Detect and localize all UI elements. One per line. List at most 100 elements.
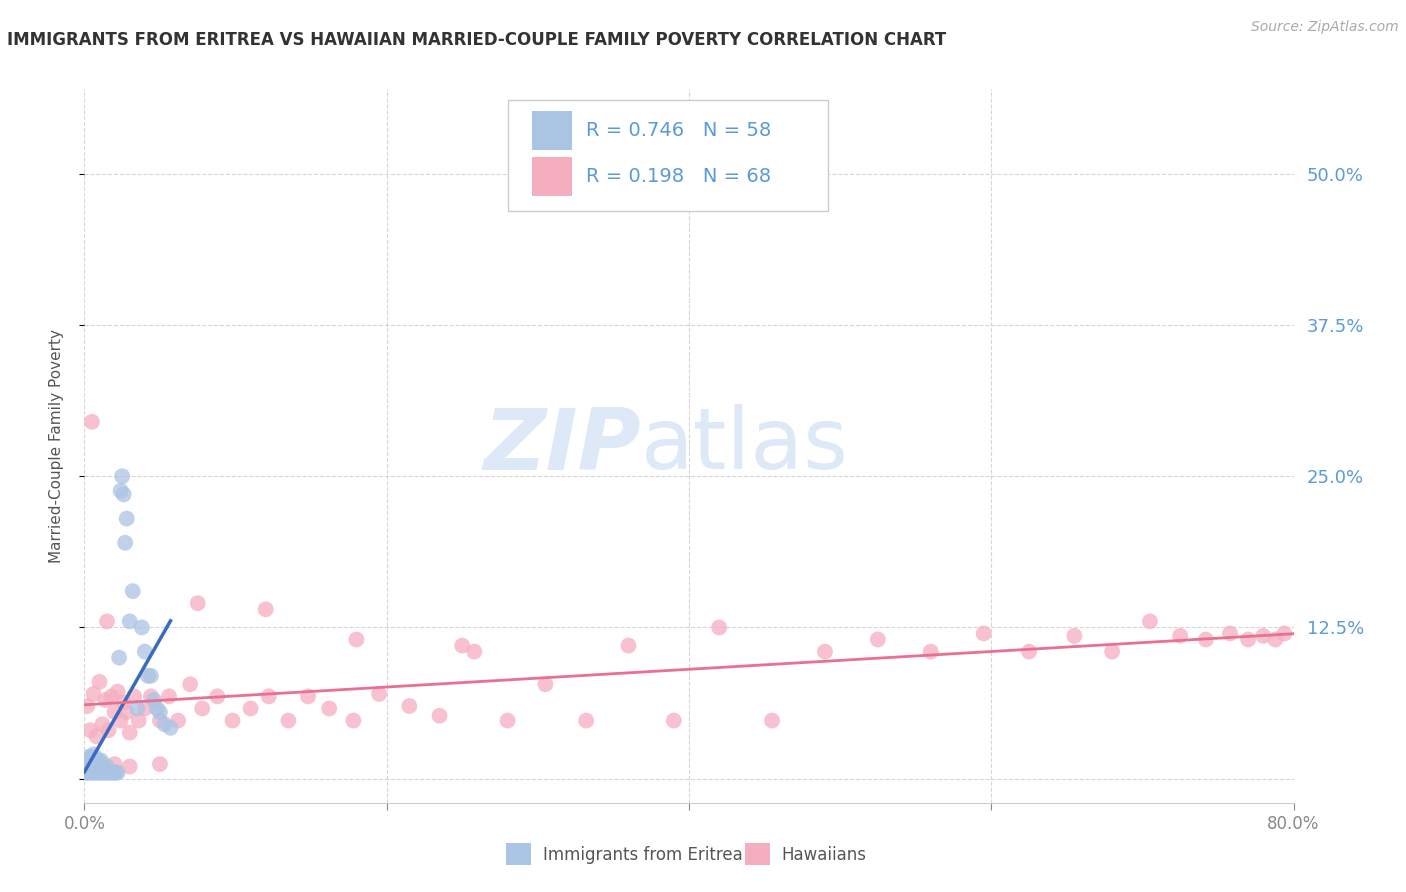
Point — [1063, 629, 1085, 643]
Point — [107, 684, 129, 698]
Point — [429, 708, 451, 723]
Point — [128, 714, 150, 728]
Point — [463, 645, 485, 659]
Point — [84, 765, 107, 780]
Point — [77, 759, 100, 773]
Point — [1274, 626, 1296, 640]
Point — [122, 690, 145, 704]
Point — [87, 765, 110, 780]
Point — [318, 701, 340, 715]
Point — [89, 765, 111, 780]
Point — [86, 765, 108, 780]
Text: ZIP: ZIP — [482, 404, 641, 488]
Point — [451, 639, 474, 653]
Point — [136, 669, 159, 683]
Point — [1237, 632, 1260, 647]
Text: Immigrants from Eritrea: Immigrants from Eritrea — [543, 846, 742, 863]
Text: R = 0.746   N = 58: R = 0.746 N = 58 — [586, 120, 772, 140]
Point — [89, 759, 111, 773]
Point — [75, 765, 97, 780]
Point — [1264, 632, 1286, 647]
Point — [1018, 645, 1040, 659]
Point — [97, 765, 120, 780]
Point — [100, 765, 122, 780]
Point — [149, 705, 172, 719]
Point — [277, 714, 299, 728]
Point — [75, 765, 97, 780]
Point — [104, 757, 127, 772]
Point — [101, 765, 124, 780]
Point — [76, 765, 98, 780]
Point — [77, 749, 100, 764]
Point — [167, 714, 190, 728]
Point — [159, 721, 181, 735]
Point — [814, 645, 837, 659]
Point — [534, 677, 557, 691]
Point — [973, 626, 995, 640]
Point — [112, 487, 135, 501]
Point — [179, 677, 201, 691]
Point — [79, 757, 101, 772]
Point — [346, 632, 368, 647]
Point — [107, 765, 129, 780]
Point — [87, 754, 110, 768]
Point — [617, 639, 640, 653]
Point — [77, 765, 100, 780]
Point — [134, 701, 156, 715]
Point — [115, 705, 138, 719]
Text: R = 0.198   N = 68: R = 0.198 N = 68 — [586, 167, 772, 186]
Point — [115, 511, 138, 525]
Point — [94, 693, 117, 707]
Point — [84, 757, 107, 772]
Point — [79, 765, 101, 780]
Point — [239, 701, 262, 715]
Point — [207, 690, 229, 704]
Point — [111, 469, 134, 483]
Point — [76, 762, 98, 776]
Point — [114, 535, 136, 549]
Text: atlas: atlas — [641, 404, 849, 488]
Point — [110, 714, 132, 728]
Point — [1253, 629, 1275, 643]
Point — [100, 690, 122, 704]
Point — [134, 645, 156, 659]
Point — [149, 714, 172, 728]
Point — [1101, 645, 1123, 659]
Point — [662, 714, 685, 728]
Point — [342, 714, 364, 728]
Point — [97, 723, 120, 738]
Point — [1168, 629, 1191, 643]
Point — [157, 690, 180, 704]
Text: IMMIGRANTS FROM ERITREA VS HAWAIIAN MARRIED-COUPLE FAMILY POVERTY CORRELATION CH: IMMIGRANTS FROM ERITREA VS HAWAIIAN MARR… — [7, 31, 946, 49]
Point — [89, 674, 111, 689]
Point — [131, 620, 153, 634]
Point — [709, 620, 731, 634]
Point — [82, 687, 104, 701]
Point — [1195, 632, 1218, 647]
Point — [368, 687, 391, 701]
Point — [110, 483, 132, 498]
Point — [80, 415, 103, 429]
Point — [82, 747, 104, 762]
Point — [75, 759, 97, 773]
Point — [221, 714, 243, 728]
Point — [93, 765, 115, 780]
Point — [98, 765, 121, 780]
Point — [121, 584, 143, 599]
Point — [920, 645, 942, 659]
Point — [146, 701, 169, 715]
Point — [86, 754, 108, 768]
Point — [90, 765, 112, 780]
Point — [191, 701, 214, 715]
Point — [86, 729, 108, 743]
Point — [80, 765, 103, 780]
Point — [297, 690, 319, 704]
Point — [1219, 626, 1241, 640]
Y-axis label: Married-Couple Family Poverty: Married-Couple Family Poverty — [49, 329, 63, 563]
Point — [127, 701, 149, 715]
Point — [257, 690, 280, 704]
Point — [139, 669, 162, 683]
Point — [82, 765, 104, 780]
Point — [91, 765, 114, 780]
Point — [118, 725, 141, 739]
